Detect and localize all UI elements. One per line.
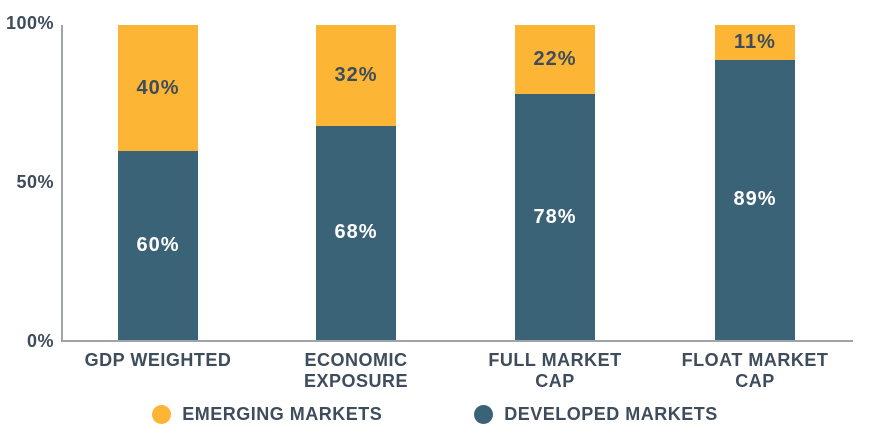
legend-item-developed-markets: DEVELOPED MARKETS bbox=[474, 404, 718, 425]
bar-full-market-cap: 22% 78% bbox=[515, 25, 595, 340]
bar-segment-emerging-markets: 11% bbox=[715, 25, 795, 60]
bar-value-label: 78% bbox=[533, 205, 577, 228]
bar-value-label: 11% bbox=[734, 30, 776, 53]
bar-value-label: 89% bbox=[733, 188, 777, 211]
bar-segment-emerging-markets: 40% bbox=[118, 25, 198, 151]
bar-segment-developed-markets: 78% bbox=[515, 94, 595, 340]
y-axis-tick-label-0: 0% bbox=[26, 331, 54, 351]
bar-gdp-weighted: 40% 60% bbox=[118, 25, 198, 340]
bar-value-label: 22% bbox=[533, 48, 577, 71]
legend-dot-icon-developed-markets bbox=[474, 405, 494, 424]
x-axis-category-label-full-market-cap: FULL MARKET CAP bbox=[488, 350, 622, 391]
x-axis-line bbox=[61, 340, 853, 342]
bar-economic-exposure: 32% 68% bbox=[316, 25, 396, 340]
legend: EMERGING MARKETS DEVELOPED MARKETS bbox=[0, 404, 870, 425]
x-axis-category-label-float-market-cap: FLOAT MARKET CAP bbox=[681, 350, 829, 391]
bar-value-label: 40% bbox=[136, 76, 180, 99]
bar-segment-developed-markets: 89% bbox=[715, 59, 795, 340]
legend-label: DEVELOPED MARKETS bbox=[504, 404, 718, 424]
y-axis-line bbox=[61, 25, 63, 342]
y-axis-tick-label-100: 100% bbox=[5, 13, 54, 33]
legend-dot-icon-emerging-markets bbox=[152, 405, 172, 424]
legend-label: EMERGING MARKETS bbox=[182, 404, 383, 424]
bar-value-label: 32% bbox=[334, 63, 378, 86]
legend-item-emerging-markets: EMERGING MARKETS bbox=[152, 404, 382, 425]
bar-segment-developed-markets: 68% bbox=[316, 125, 396, 340]
bar-segment-emerging-markets: 32% bbox=[316, 25, 396, 126]
bar-value-label: 60% bbox=[136, 234, 180, 256]
bar-float-market-cap: 11% 89% bbox=[715, 25, 795, 340]
x-axis-category-label-economic-exposure: ECONOMIC EXPOSURE bbox=[303, 350, 409, 391]
x-axis-category-label-gdp-weighted: GDP WEIGHTED bbox=[84, 350, 232, 370]
y-axis-tick-label-50: 50% bbox=[16, 172, 54, 192]
bar-value-label: 68% bbox=[334, 221, 378, 244]
bar-segment-developed-markets: 60% bbox=[118, 151, 198, 340]
bar-segment-emerging-markets: 22% bbox=[515, 25, 595, 95]
